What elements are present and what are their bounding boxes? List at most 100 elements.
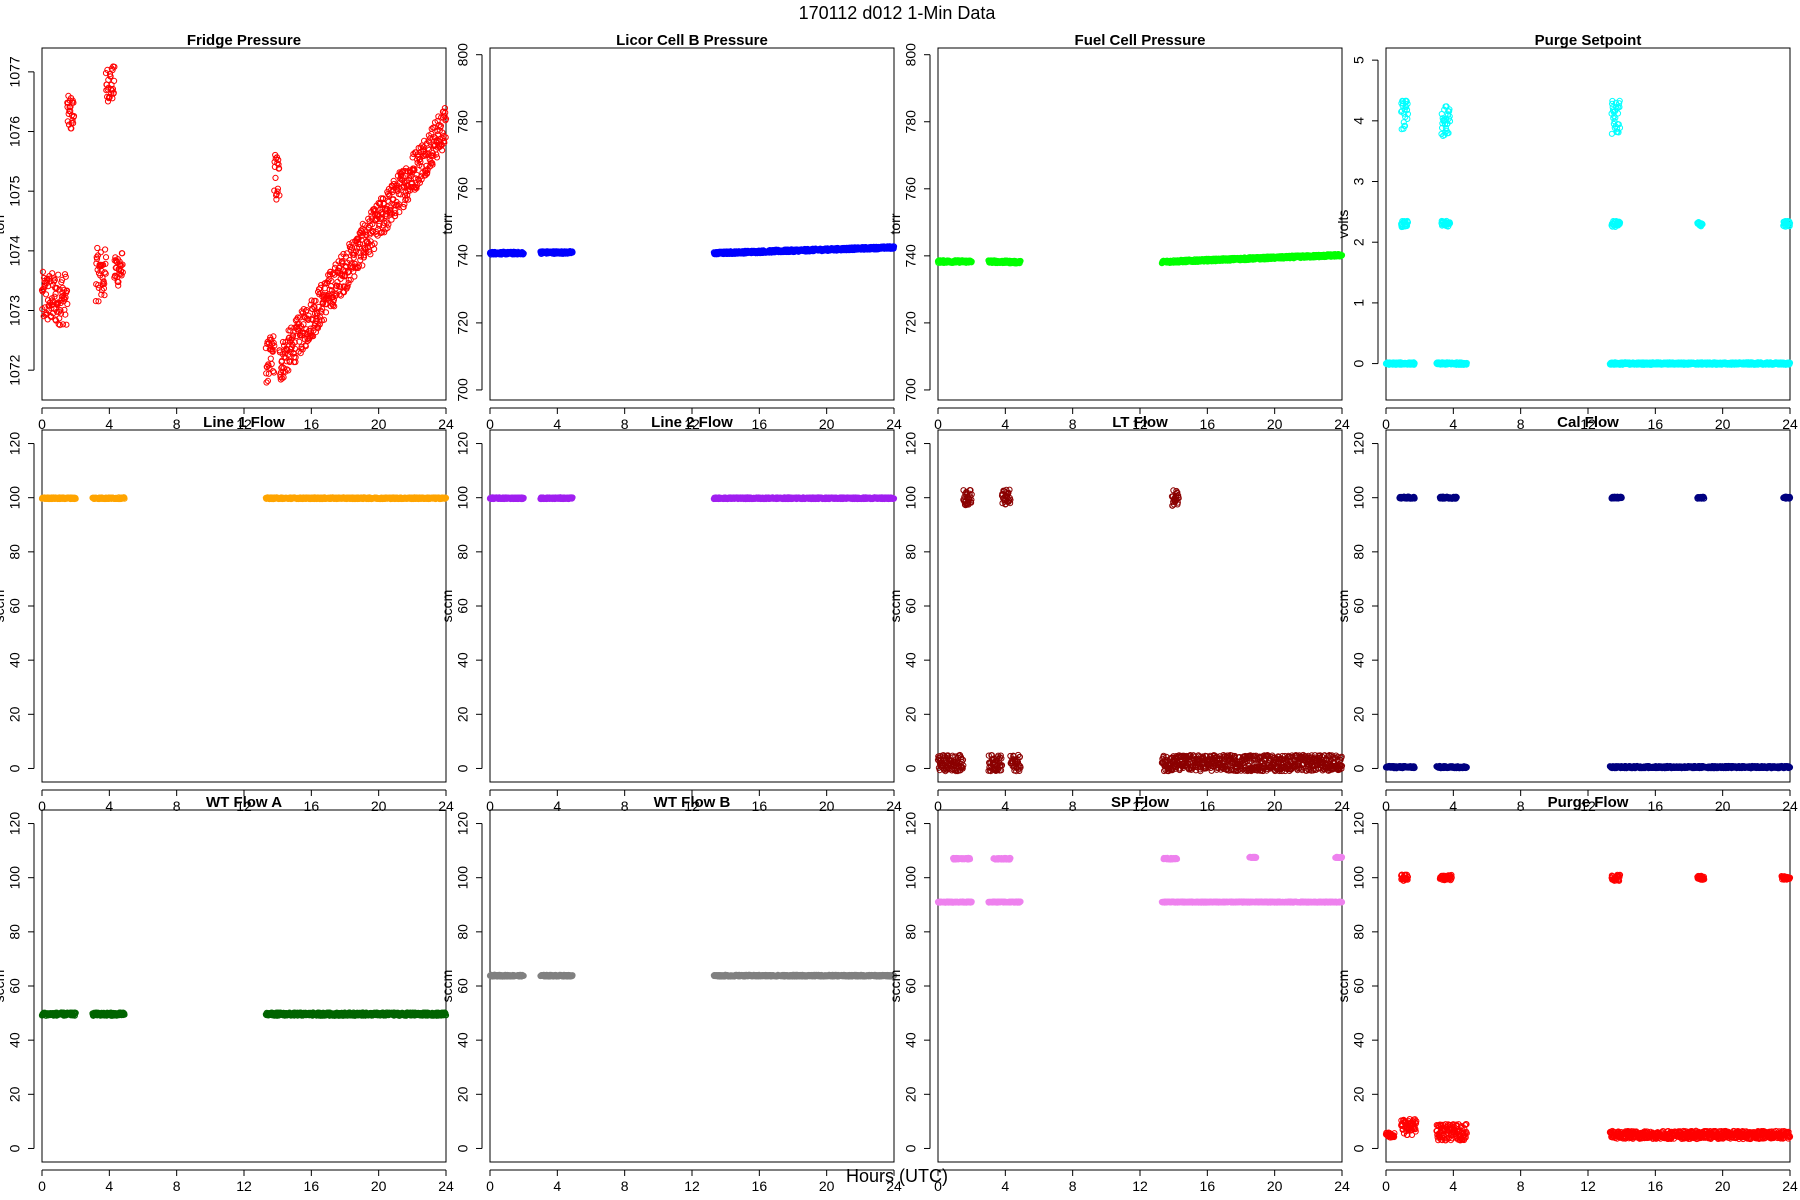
data-point	[333, 282, 340, 289]
data-point	[56, 322, 64, 329]
x-tick-label: 12	[236, 416, 252, 432]
data-point	[275, 161, 282, 168]
data-point	[264, 377, 271, 384]
y-tick-label: 720	[455, 311, 471, 335]
data-point	[330, 296, 337, 304]
data-point	[333, 283, 341, 290]
data-point	[287, 327, 294, 334]
data-point	[284, 347, 291, 354]
y-tick-label: 2	[1351, 238, 1367, 246]
data-series	[486, 243, 898, 258]
data-point	[263, 370, 270, 377]
data-point	[441, 139, 448, 146]
data-point	[359, 262, 366, 269]
data-point	[291, 339, 298, 346]
data-point	[350, 254, 357, 261]
y-tick-label: 120	[455, 432, 471, 456]
data-point	[442, 115, 450, 123]
panel-title: Line 2 Flow	[651, 414, 733, 431]
data-point	[416, 179, 423, 186]
data-point	[66, 104, 73, 111]
data-point	[392, 212, 399, 220]
data-point	[399, 173, 406, 180]
data-point	[408, 179, 416, 186]
data-point	[70, 99, 77, 106]
y-axis-label: volts	[1335, 210, 1351, 239]
y-tick-label: 40	[455, 652, 471, 668]
panel-title: Purge Setpoint	[1535, 32, 1642, 49]
data-point	[426, 146, 433, 153]
data-series	[38, 494, 450, 503]
y-tick-label: 1077	[7, 56, 23, 87]
y-tick-label: 1073	[7, 295, 23, 326]
data-point	[333, 291, 340, 298]
data-series	[1382, 97, 1794, 368]
data-point	[292, 354, 299, 361]
data-point	[57, 310, 65, 317]
data-point	[57, 307, 64, 314]
data-point	[269, 346, 276, 353]
data-point	[439, 147, 446, 154]
data-point	[343, 250, 350, 257]
data-point	[63, 287, 71, 294]
data-point	[70, 120, 77, 127]
data-point	[312, 297, 319, 304]
data-point	[274, 185, 281, 192]
data-point	[106, 94, 113, 101]
y-tick-label: 780	[455, 110, 471, 134]
x-tick-label: 20	[371, 798, 387, 814]
data-point	[283, 358, 290, 365]
data-point	[392, 202, 400, 209]
panel-title: Line 1 Flow	[203, 414, 285, 431]
plot-frame	[489, 47, 895, 401]
page-title: 170112 d012 1-Min Data	[799, 3, 997, 23]
data-point	[385, 221, 392, 228]
y-tick-label: 700	[455, 378, 471, 402]
y-tick-label: 20	[7, 706, 23, 722]
x-tick-label: 20	[371, 416, 387, 432]
data-point	[380, 201, 387, 208]
data-point	[418, 163, 425, 170]
x-tick-label: 4	[105, 416, 113, 432]
y-tick-label: 800	[455, 43, 471, 67]
data-point	[268, 360, 275, 368]
y-tick-label: 120	[7, 432, 23, 456]
panel-title: Fuel Cell Pressure	[1075, 32, 1206, 49]
data-point	[325, 294, 332, 302]
data-point	[51, 276, 58, 284]
data-point	[428, 125, 435, 132]
plot-frame	[489, 429, 895, 783]
data-point	[102, 254, 110, 261]
data-point	[361, 252, 368, 259]
data-point	[102, 270, 109, 277]
data-point	[442, 109, 449, 116]
data-point	[433, 154, 441, 161]
data-point	[311, 304, 318, 311]
data-point	[279, 375, 286, 382]
data-point	[63, 321, 70, 328]
x-tick-label: 20	[819, 416, 835, 432]
data-point	[62, 311, 69, 318]
data-point	[341, 283, 348, 290]
data-point	[270, 368, 277, 375]
data-point	[39, 268, 47, 275]
data-point	[303, 307, 310, 314]
data-point	[356, 243, 363, 251]
y-tick-label: 1074	[7, 235, 23, 266]
data-point	[119, 261, 126, 268]
x-tick-label: 24	[438, 416, 454, 432]
data-point	[55, 271, 62, 278]
y-tick-label: 3	[1351, 177, 1367, 185]
x-tick-label: 4	[553, 798, 561, 814]
y-tick-label: 60	[455, 598, 471, 614]
data-point	[418, 173, 425, 180]
data-point	[337, 283, 344, 290]
data-point	[442, 134, 449, 141]
x-tick-label: 16	[304, 416, 320, 432]
data-point	[365, 240, 372, 247]
data-point	[356, 240, 364, 248]
